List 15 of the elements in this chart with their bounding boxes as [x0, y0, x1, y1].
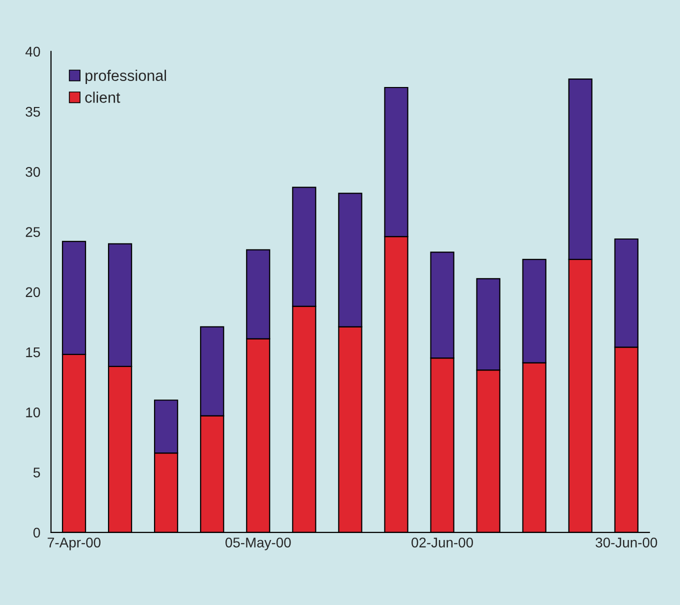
y-tick-label: 0 — [33, 528, 40, 538]
y-tick-label: 25 — [26, 227, 40, 237]
x-tick-label: 02-Jun-00 — [412, 538, 473, 548]
x-tick-label: 7-Apr-00 — [48, 538, 100, 550]
y-tick-label: 40 — [25, 46, 40, 57]
x-tick-label: 30-Jun-00 — [596, 538, 658, 548]
y-tick-label: 5 — [33, 468, 40, 478]
y-tick-label: 35 — [26, 106, 40, 117]
y-tick-label: 10 — [26, 407, 40, 418]
y-tick-label: 30 — [26, 167, 40, 177]
legend-label: client — [85, 92, 120, 103]
y-tick-label: 15 — [26, 348, 40, 358]
legend-label: professional — [86, 70, 166, 84]
y-tick-label: 20 — [26, 287, 40, 298]
x-tick-label: 05-May-00 — [225, 538, 291, 550]
